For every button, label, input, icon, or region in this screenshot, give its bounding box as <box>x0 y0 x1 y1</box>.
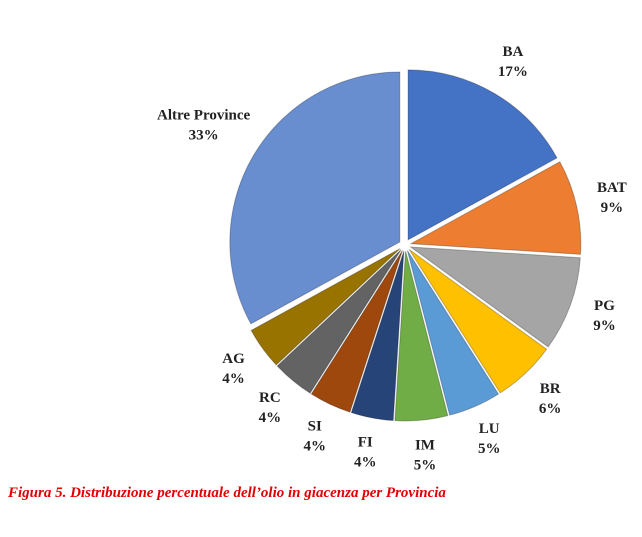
slice-value-label: 4% <box>303 438 326 454</box>
pie-slice <box>310 250 403 413</box>
slice-label: AG <box>222 351 245 367</box>
pie-slice <box>407 69 558 241</box>
slice-label: BA <box>502 44 523 60</box>
pie-slice <box>250 248 401 366</box>
pie-slice <box>276 249 402 394</box>
slice-label: BAT <box>597 180 627 196</box>
pie-slice <box>229 71 401 325</box>
slice-label: SI <box>308 418 322 434</box>
pie-slice <box>408 248 548 394</box>
slice-label: IM <box>415 437 435 453</box>
slice-value-label: 6% <box>539 401 562 417</box>
slice-value-label: 4% <box>354 455 377 471</box>
slice-label: Altre Province <box>157 107 251 123</box>
caption: Figura 5. Distribuzione percentuale dell… <box>7 485 446 501</box>
slice-value-label: 4% <box>259 410 282 426</box>
pie-slice <box>350 250 405 422</box>
slice-value-label: 9% <box>593 318 616 334</box>
slice-value-label: 9% <box>601 200 624 216</box>
pie-slice <box>409 161 582 255</box>
slice-label: BR <box>540 381 561 397</box>
slice-value-label: 33% <box>189 127 219 143</box>
slice-label: FI <box>358 435 373 451</box>
pie-slice <box>406 250 500 416</box>
slice-label: PG <box>594 298 615 314</box>
slice-value-label: 4% <box>222 371 245 387</box>
slice-label: LU <box>479 421 500 437</box>
pie-slice <box>408 246 581 348</box>
pie-slice <box>394 250 449 422</box>
slice-value-label: 17% <box>498 64 528 80</box>
slice-value-label: 5% <box>478 441 501 457</box>
slice-label: RC <box>259 390 281 406</box>
slice-value-label: 5% <box>414 457 437 473</box>
